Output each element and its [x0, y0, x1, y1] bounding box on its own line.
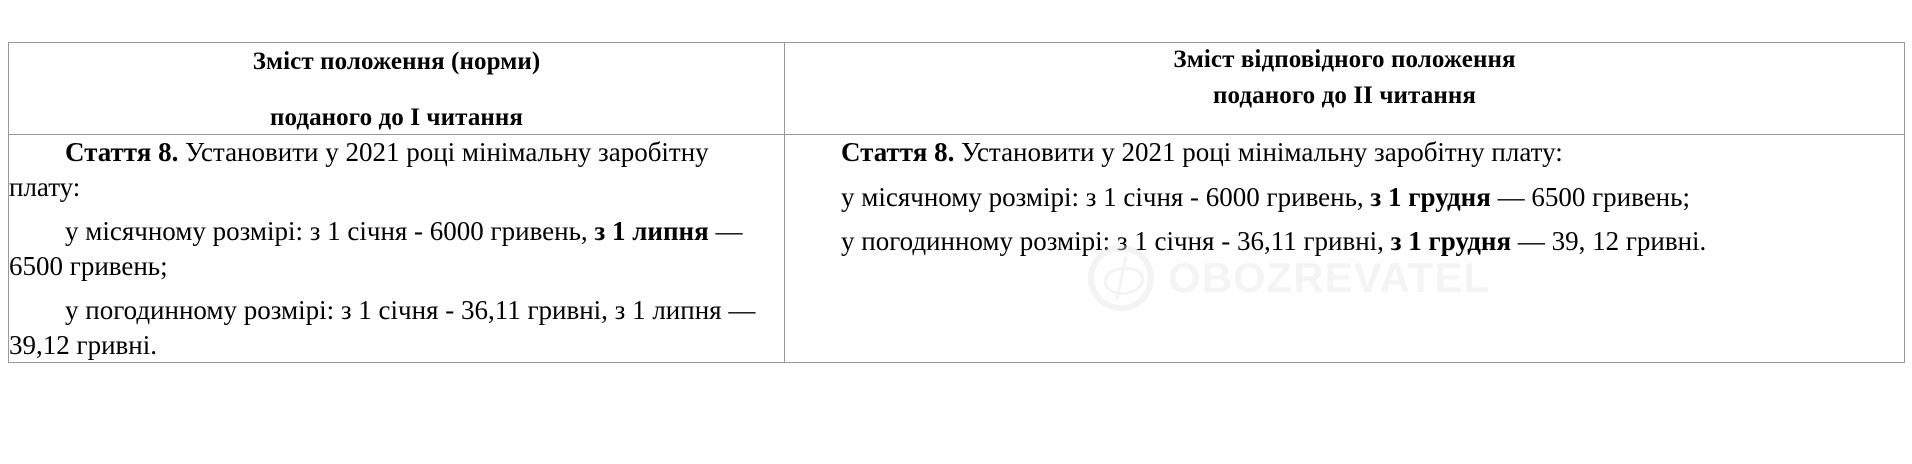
text-run: — 6500 гривень; — [9, 216, 743, 281]
cell-first-reading-text: Стаття 8. Установити у 2021 році мінімал… — [8, 133, 785, 364]
text-run: у місячному розмірі: з 1 січня - 6000 гр… — [65, 216, 595, 247]
column-header-second-reading-line1: Зміст відповідного положення — [1173, 46, 1516, 73]
column-header-first-reading-line1: Зміст положення (норми) — [252, 48, 541, 75]
paragraph-article-8: Стаття 8. Установити у 2021 році мінімал… — [9, 135, 784, 204]
column-header-first-reading: Зміст положення (норми) поданого до I чи… — [8, 42, 785, 135]
text-run: у місячному розмірі: з 1 січня - 6000 гр… — [841, 181, 1371, 212]
text-run: у погодинному розмірі: з 1 січня - 36,11… — [9, 295, 756, 360]
column-header-second-reading: Зміст відповідного положення поданого до… — [784, 42, 1905, 135]
text-run-bold: з 1 грудня — [1390, 226, 1512, 257]
text-run-bold: з 1 липня — [594, 216, 709, 247]
text-run-bold: з 1 грудня — [1370, 181, 1491, 212]
text-run: у погодинному розмірі: з 1 січня - 36,11… — [841, 226, 1391, 257]
text-run: — 6500 гривень; — [1490, 181, 1690, 212]
text-run-bold: Стаття 8. — [841, 137, 955, 167]
cell-second-reading-text: Стаття 8. Установити у 2021 році мінімал… — [784, 133, 1905, 364]
paragraph-article-8: Стаття 8. Установити у 2021 році мінімал… — [785, 135, 1904, 170]
column-header-first-reading-line2: поданого до I читання — [269, 104, 524, 132]
paragraph-monthly-amount: у місячному розмірі: з 1 січня - 6000 гр… — [9, 214, 784, 283]
text-run: Установити у 2021 році мінімальну заробі… — [954, 137, 1563, 167]
table-row: Стаття 8. Установити у 2021 році мінімал… — [8, 133, 1905, 364]
text-run: Установити у 2021 році мінімальну заробі… — [9, 137, 709, 202]
paragraph-hourly-amount: у погодинному розмірі: з 1 січня - 36,11… — [9, 293, 784, 362]
paragraph-monthly-amount: у місячному розмірі: з 1 січня - 6000 гр… — [785, 180, 1904, 215]
column-header-second-reading-line2: поданого до II читання — [1213, 82, 1476, 110]
table-header-row: Зміст положення (норми) поданого до I чи… — [8, 42, 1905, 135]
comparison-table: Зміст положення (норми) поданого до I чи… — [8, 42, 1905, 364]
paragraph-hourly-amount: у погодинному розмірі: з 1 січня - 36,11… — [785, 224, 1904, 259]
text-run-bold: Стаття 8. — [65, 137, 179, 167]
text-run: — 39, 12 гривні. — [1511, 226, 1707, 257]
